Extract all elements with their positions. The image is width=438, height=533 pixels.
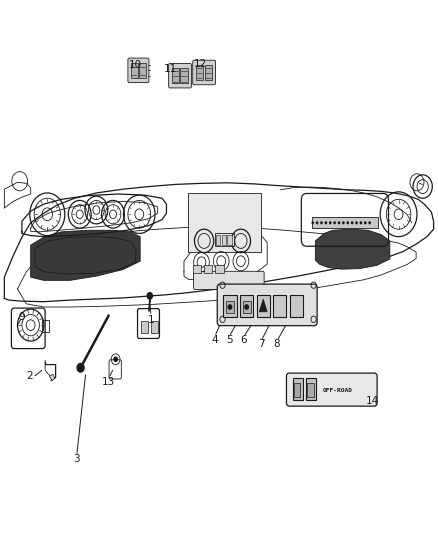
Bar bbox=[205, 65, 212, 80]
Bar bbox=[188, 193, 261, 252]
Bar bbox=[294, 383, 300, 397]
FancyBboxPatch shape bbox=[128, 58, 149, 83]
Polygon shape bbox=[315, 229, 390, 269]
Text: 11: 11 bbox=[164, 64, 177, 74]
Circle shape bbox=[342, 221, 345, 224]
Text: 9: 9 bbox=[18, 312, 25, 321]
Circle shape bbox=[346, 221, 349, 224]
Circle shape bbox=[368, 221, 371, 224]
Circle shape bbox=[245, 305, 248, 309]
Bar bbox=[216, 235, 220, 245]
FancyBboxPatch shape bbox=[286, 373, 377, 406]
Bar bbox=[307, 383, 314, 397]
Bar bbox=[312, 217, 378, 228]
Polygon shape bbox=[31, 230, 140, 280]
Bar bbox=[257, 295, 270, 317]
Text: 13: 13 bbox=[102, 377, 115, 387]
FancyBboxPatch shape bbox=[169, 63, 191, 88]
Bar bbox=[273, 295, 286, 317]
Circle shape bbox=[114, 357, 117, 361]
Polygon shape bbox=[259, 299, 267, 312]
Text: 10: 10 bbox=[129, 60, 142, 70]
Bar bbox=[222, 235, 226, 245]
Bar bbox=[180, 68, 188, 83]
Bar bbox=[196, 65, 203, 80]
Circle shape bbox=[338, 221, 340, 224]
Text: 7: 7 bbox=[258, 340, 265, 349]
Bar bbox=[227, 235, 232, 245]
Bar bbox=[131, 63, 138, 78]
Circle shape bbox=[320, 221, 323, 224]
Bar bbox=[215, 233, 234, 246]
Text: OFF-ROAD: OFF-ROAD bbox=[323, 388, 353, 393]
FancyBboxPatch shape bbox=[217, 284, 317, 326]
Bar bbox=[240, 295, 253, 317]
Bar bbox=[151, 321, 158, 333]
Text: 1: 1 bbox=[148, 315, 155, 325]
Text: 12: 12 bbox=[194, 59, 207, 69]
Text: 4: 4 bbox=[211, 335, 218, 345]
FancyBboxPatch shape bbox=[194, 271, 264, 289]
Bar bbox=[290, 295, 303, 317]
Polygon shape bbox=[49, 374, 55, 381]
Bar bbox=[193, 265, 201, 273]
Bar bbox=[215, 265, 224, 273]
Circle shape bbox=[355, 221, 358, 224]
Circle shape bbox=[77, 364, 84, 372]
Circle shape bbox=[316, 221, 318, 224]
Circle shape bbox=[329, 221, 332, 224]
FancyBboxPatch shape bbox=[193, 60, 215, 85]
Circle shape bbox=[351, 221, 353, 224]
Bar bbox=[42, 320, 49, 332]
Bar bbox=[293, 378, 303, 400]
Bar bbox=[243, 301, 251, 313]
Bar bbox=[139, 63, 146, 78]
Circle shape bbox=[311, 221, 314, 224]
Text: 8: 8 bbox=[273, 340, 280, 349]
Text: 14: 14 bbox=[366, 396, 379, 406]
Bar bbox=[223, 295, 237, 317]
Bar bbox=[306, 378, 316, 400]
Text: 5: 5 bbox=[226, 335, 233, 345]
Circle shape bbox=[325, 221, 327, 224]
Circle shape bbox=[360, 221, 362, 224]
Bar bbox=[226, 301, 234, 313]
Bar bbox=[141, 321, 148, 333]
Circle shape bbox=[228, 305, 232, 309]
Text: 3: 3 bbox=[73, 455, 80, 464]
Circle shape bbox=[364, 221, 367, 224]
Text: 2: 2 bbox=[26, 371, 33, 381]
Circle shape bbox=[147, 293, 152, 299]
Text: 6: 6 bbox=[240, 335, 247, 345]
Bar bbox=[172, 68, 179, 83]
Circle shape bbox=[333, 221, 336, 224]
Bar bbox=[204, 265, 212, 273]
